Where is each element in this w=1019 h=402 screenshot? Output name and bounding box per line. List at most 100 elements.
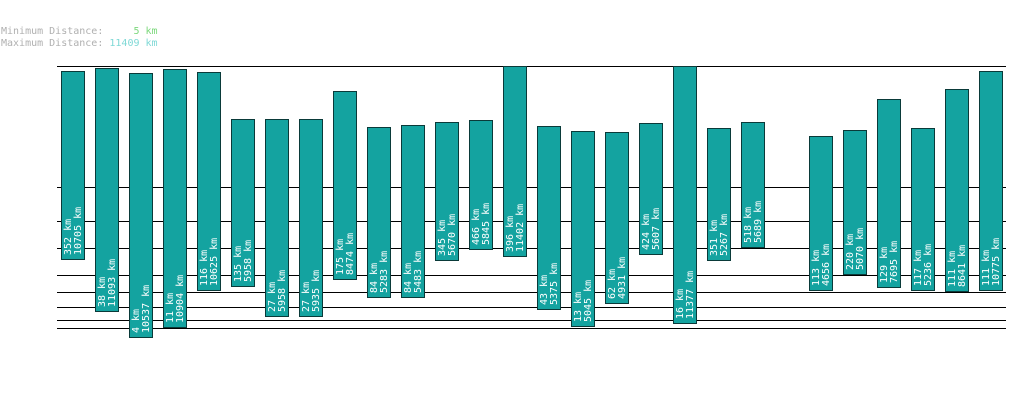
bar-group-3: 4 km 10537 km xyxy=(129,73,153,338)
bar-14[interactable] xyxy=(503,66,527,257)
bar-max-label: 8474 km xyxy=(345,233,356,275)
bar-min-label: 518 km xyxy=(743,207,754,243)
max-distance-value: 11409 km xyxy=(109,38,158,49)
bar-group-9: 175 km 8474 km xyxy=(333,91,357,280)
min-distance-value: 5 km xyxy=(133,26,158,37)
bar-12[interactable] xyxy=(435,122,459,261)
bar-min-label: 175 km xyxy=(335,239,346,275)
bar-21[interactable] xyxy=(741,122,765,248)
bar-min-label: 424 km xyxy=(641,214,652,250)
bar-3[interactable] xyxy=(129,73,153,338)
bar-17[interactable] xyxy=(605,132,629,304)
bar-26[interactable] xyxy=(911,128,935,291)
bar-group-25: 129 km 7695 km xyxy=(877,99,901,288)
bar-min-label: 345 km xyxy=(437,220,448,256)
bar-11[interactable] xyxy=(401,125,425,298)
bar-9[interactable] xyxy=(333,91,357,280)
bar-15[interactable] xyxy=(537,126,561,310)
bar-min-label: 466 km xyxy=(471,209,482,245)
bar-max-label: 5845 km xyxy=(481,203,492,245)
bar-max-label: 11377 km xyxy=(685,271,696,319)
bar-min-label: 13 km xyxy=(573,292,584,322)
bar-min-label: 43 km xyxy=(539,275,550,305)
bar-group-15: 43 km 5375 km xyxy=(537,126,561,310)
bar-group-18: 424 km 5607 km xyxy=(639,123,663,255)
bar-min-label: 11 km xyxy=(165,293,176,323)
bar-min-label: 220 km xyxy=(845,234,856,270)
bar-max-label: 11402 km xyxy=(515,204,526,252)
bar-5[interactable] xyxy=(197,72,221,291)
bar-min-label: 27 km xyxy=(301,282,312,312)
bar-max-label: 10775 km xyxy=(991,238,1002,286)
bar-6[interactable] xyxy=(231,119,255,287)
bar-max-label: 11093 km xyxy=(107,259,118,307)
bar-min-label: 111 km xyxy=(981,250,992,286)
bar-group-20: 351 km 5267 km xyxy=(707,128,731,261)
bar-group-14: 396 km 11402 km xyxy=(503,66,527,257)
bar-max-label: 4931 km xyxy=(617,257,628,299)
bar-group-8: 27 km 5935 km xyxy=(299,119,323,317)
bar-18[interactable] xyxy=(639,123,663,255)
bar-group-1: 352 km 10705 km xyxy=(61,71,85,260)
bar-max-label: 8641 km xyxy=(957,245,968,287)
bar-group-4: 11 km 10904 km xyxy=(163,69,187,328)
bar-max-label: 10537 km xyxy=(141,285,152,333)
bar-min-label: 116 km xyxy=(199,250,210,286)
bar-max-label: 5045 km xyxy=(583,280,594,322)
bar-min-label: 16 km xyxy=(675,289,686,319)
max-distance-label: Maximum Distance: xyxy=(1,38,104,49)
bar-7[interactable] xyxy=(265,119,289,317)
bar-min-label: 62 km xyxy=(607,269,618,299)
bar-27[interactable] xyxy=(945,89,969,292)
bar-20[interactable] xyxy=(707,128,731,261)
bar-10[interactable] xyxy=(367,127,391,298)
bar-23[interactable] xyxy=(809,136,833,291)
bar-max-label: 5070 km xyxy=(855,228,866,270)
bar-group-6: 135 km 5958 km xyxy=(231,119,255,287)
bar-group-16: 13 km 5045 km xyxy=(571,131,595,327)
bar-group-21: 518 km 5689 km xyxy=(741,122,765,248)
bar-4[interactable] xyxy=(163,69,187,328)
bar-max-label: 5689 km xyxy=(753,201,764,243)
bar-24[interactable] xyxy=(843,130,867,275)
bar-group-11: 84 km 5483 km xyxy=(401,125,425,298)
bar-8[interactable] xyxy=(299,119,323,317)
bar-max-label: 5958 km xyxy=(243,240,254,282)
bar-min-label: 396 km xyxy=(505,216,516,252)
bar-group-2: 38 km 11093 km xyxy=(95,68,119,312)
bar-max-label: 7695 km xyxy=(889,241,900,283)
bar-max-label: 5375 km xyxy=(549,263,560,305)
bar-max-label: 5607 km xyxy=(651,208,662,250)
bar-16[interactable] xyxy=(571,131,595,327)
bar-25[interactable] xyxy=(877,99,901,288)
bar-13[interactable] xyxy=(469,120,493,250)
bar-max-label: 10625 km xyxy=(209,238,220,286)
bar-group-19: 16 km 11377 km xyxy=(673,66,697,324)
bar-max-label: 5935 km xyxy=(311,270,322,312)
distance-stats: Minimum Distance: 5 km Maximum Distance:… xyxy=(1,26,158,50)
bar-max-label: 5236 km xyxy=(923,244,934,286)
bar-min-label: 38 km xyxy=(97,277,108,307)
bar-min-label: 84 km xyxy=(369,263,380,293)
bar-1[interactable] xyxy=(61,71,85,260)
bar-2[interactable] xyxy=(95,68,119,312)
bar-min-label: 27 km xyxy=(267,282,278,312)
bar-max-label: 5670 km xyxy=(447,214,458,256)
bar-max-label: 5267 km xyxy=(719,214,730,256)
bar-group-27: 111 km 8641 km xyxy=(945,89,969,292)
bar-min-label: 351 km xyxy=(709,220,720,256)
bar-max-label: 5958 km xyxy=(277,270,288,312)
bar-28[interactable] xyxy=(979,71,1003,291)
bar-min-label: 135 km xyxy=(233,246,244,282)
bar-19[interactable] xyxy=(673,66,697,324)
bar-max-label: 10904 km xyxy=(175,275,186,323)
bar-group-5: 116 km 10625 km xyxy=(197,72,221,291)
bar-group-24: 220 km 5070 km xyxy=(843,130,867,275)
bar-max-label: 10705 km xyxy=(73,207,84,255)
bar-group-28: 111 km 10775 km xyxy=(979,71,1003,291)
bar-group-10: 84 km 5283 km xyxy=(367,127,391,298)
bar-min-label: 129 km xyxy=(879,247,890,283)
bar-group-7: 27 km 5958 km xyxy=(265,119,289,317)
bar-max-label: 5483 km xyxy=(413,251,424,293)
